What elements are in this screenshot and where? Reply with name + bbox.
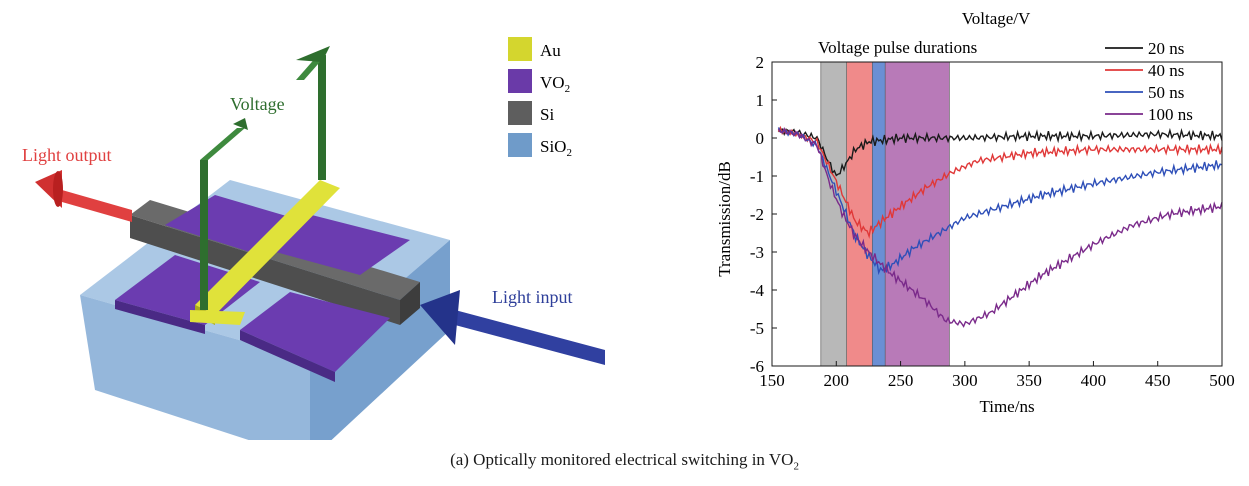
vo2-pads	[115, 195, 410, 382]
voltage-probes	[200, 46, 330, 310]
transmission-chart: Voltage/V 150 200 250 300 350 400 450 500 2 1 0 -1 -…	[700, 0, 1249, 440]
legend-swatch	[508, 101, 532, 125]
caption-text: (a) Optically monitored electrical switc…	[450, 450, 794, 469]
device-schematic: Voltage Light output Light input Au VO2 Si…	[22, 37, 605, 460]
legend-swatch	[508, 133, 532, 157]
y-tick-label: -1	[750, 167, 764, 186]
x-tick-label: 200	[824, 371, 850, 390]
chart-top-label: Voltage/V	[962, 9, 1031, 28]
x-tick-label: 300	[952, 371, 978, 390]
y-tick-label: 0	[756, 129, 765, 148]
series-line	[777, 125, 1223, 239]
y-tick-label: 2	[756, 53, 765, 72]
chart-canvas: Voltage/V 150 200 250 300 350 400 450 500 2 1 0 -1 -…	[715, 9, 1235, 416]
light-input-arrow	[420, 290, 605, 365]
x-tick-label: 400	[1081, 371, 1107, 390]
legend-label: Au	[540, 41, 561, 60]
pulse-annotation: Voltage pulse durations	[818, 38, 977, 57]
legend-entry: 40 ns	[1148, 61, 1184, 80]
voltage-label: Voltage	[230, 94, 285, 114]
material-legend: Au VO2 Si SiO2	[508, 37, 572, 159]
light-output-arrow	[35, 170, 132, 222]
y-tick-label: -6	[750, 357, 764, 376]
legend-label: VO2	[540, 73, 570, 95]
y-tick-label: 1	[756, 91, 765, 110]
x-tick-label: 350	[1016, 371, 1042, 390]
x-tick-label: 500	[1209, 371, 1235, 390]
y-axis-label: Transmission/dB	[715, 161, 734, 277]
legend-label: Si	[540, 105, 554, 124]
y-tick-label: -4	[750, 281, 765, 300]
legend-swatch	[508, 69, 532, 93]
x-tick-label: 250	[888, 371, 914, 390]
legend-swatch	[508, 37, 532, 61]
y-tick-label: -3	[750, 243, 764, 262]
figure-caption: (a) Optically monitored electrical switc…	[0, 450, 1249, 472]
legend-label: SiO2	[540, 137, 572, 159]
device-illustration: Voltage Light output Light input Au VO2 Si…	[22, 37, 605, 460]
legend-entry: 100 ns	[1148, 105, 1193, 124]
x-axis-label: Time/ns	[979, 397, 1034, 416]
y-tick-label: -5	[750, 319, 764, 338]
light-input-label: Light input	[492, 287, 573, 307]
series-line	[777, 127, 1223, 328]
y-tick-label: -2	[750, 205, 764, 224]
caption-subscript: 2	[793, 460, 799, 473]
x-tick-label: 450	[1145, 371, 1171, 390]
legend-entry: 50 ns	[1148, 83, 1184, 102]
legend-entry: 20 ns	[1148, 39, 1184, 58]
light-output-label: Light output	[22, 145, 112, 165]
x-tick-label: 150	[759, 371, 785, 390]
series-line	[777, 127, 1223, 177]
